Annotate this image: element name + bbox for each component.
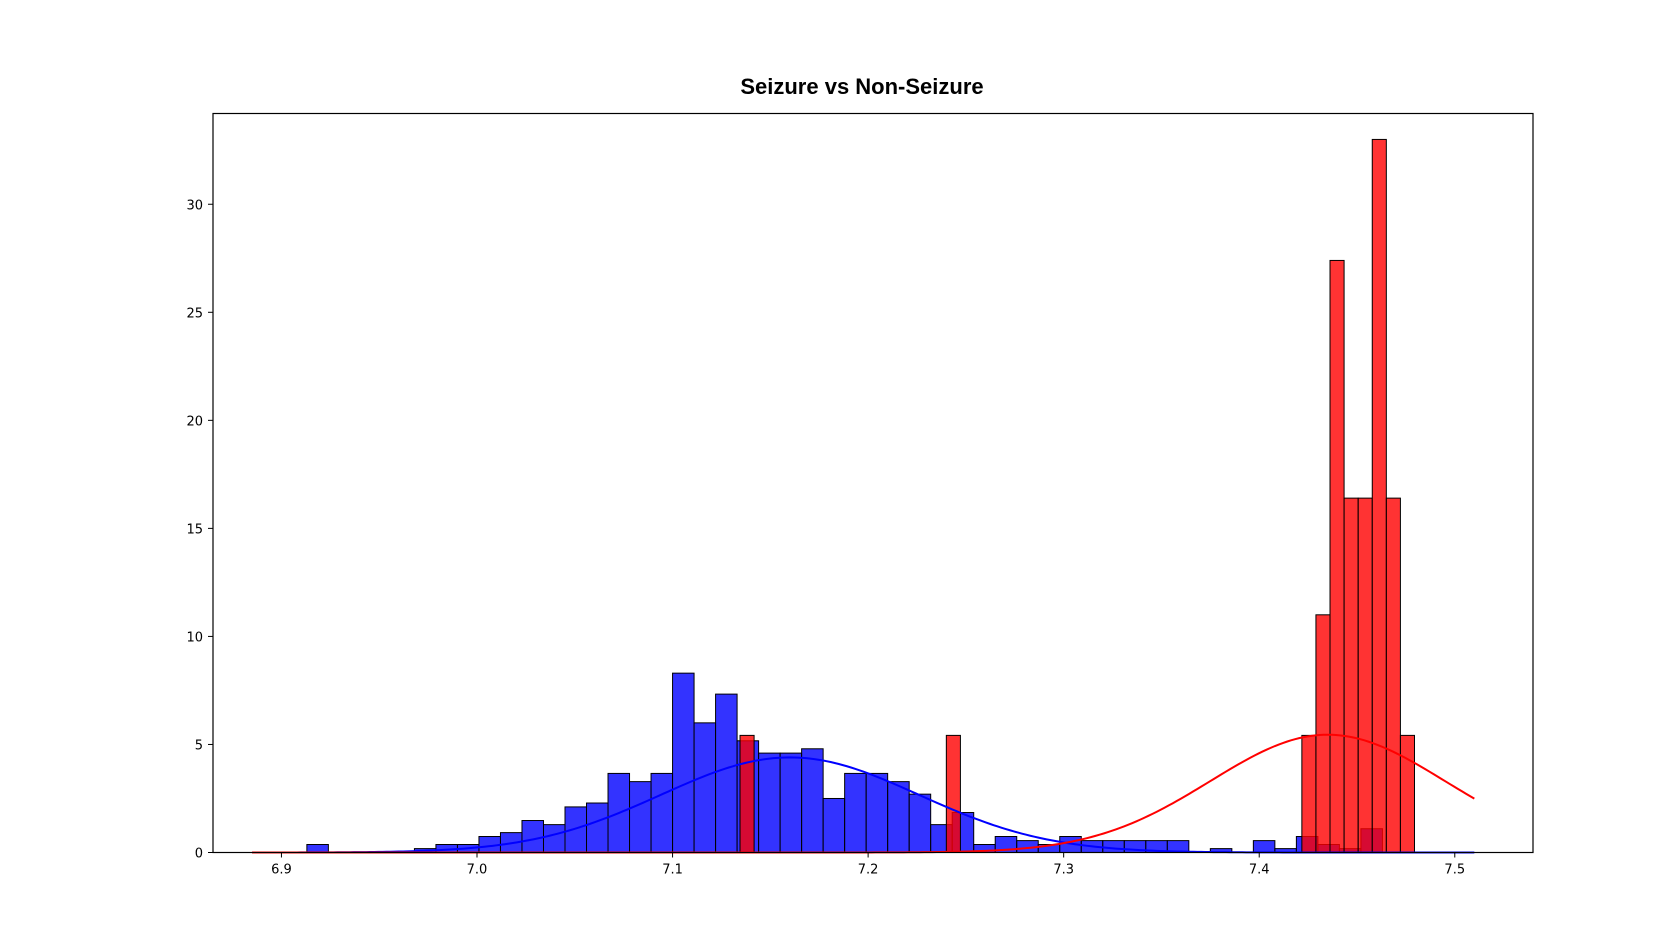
histogram-bar <box>1399 734 1415 853</box>
histogram-bar <box>908 793 932 854</box>
histogram-bar <box>693 722 717 854</box>
y-tick-label: 5 <box>195 738 203 753</box>
histogram-bar <box>1385 497 1401 853</box>
chart-title: Seizure vs Non-Seizure <box>740 74 983 99</box>
x-tick-label: 7.1 <box>662 863 683 878</box>
bars-layer <box>306 138 1415 854</box>
histogram-bar <box>672 672 695 853</box>
histogram-bar <box>739 734 755 853</box>
histogram-bar <box>779 752 803 854</box>
x-tick-label: 7.4 <box>1249 863 1270 878</box>
histogram-bar <box>715 693 738 854</box>
x-tick-label: 7.0 <box>467 863 488 878</box>
x-tick-label: 6.9 <box>271 863 292 878</box>
histogram-bar <box>822 797 846 854</box>
y-tick-label: 0 <box>195 847 203 862</box>
histogram-bar <box>1315 614 1331 853</box>
histogram-bar <box>629 781 652 853</box>
y-tick-label: 30 <box>186 198 203 213</box>
y-tick-label: 15 <box>186 522 203 537</box>
histogram-bar <box>650 772 674 854</box>
histogram-bar <box>1252 840 1276 853</box>
histogram-bar <box>865 772 889 854</box>
histogram-bar <box>758 752 781 854</box>
y-axis: 0 5 10 15 20 25 30 <box>186 198 213 862</box>
histogram-bar <box>542 824 566 853</box>
y-tick-label: 10 <box>186 630 203 645</box>
histogram-bar <box>306 844 329 853</box>
histogram-bar <box>1329 259 1345 853</box>
y-tick-label: 25 <box>186 306 203 321</box>
histogram-bar <box>586 802 609 854</box>
histogram-bar <box>801 748 824 853</box>
histogram-bar <box>844 772 867 854</box>
histogram-bar <box>887 781 910 853</box>
plot-frame <box>212 112 1534 854</box>
histogram-bar <box>945 734 961 853</box>
x-tick-label: 7.2 <box>858 863 879 878</box>
x-tick-label: 7.3 <box>1053 863 1074 878</box>
x-tick-label: 7.5 <box>1444 863 1465 878</box>
histogram-bar <box>521 820 544 854</box>
histogram-bar <box>1102 840 1125 853</box>
y-tick-label: 20 <box>186 414 203 429</box>
histogram-bar <box>1343 497 1359 853</box>
x-axis: 6.9 7.0 7.1 7.2 7.3 7.4 7.5 <box>271 852 1465 878</box>
histogram-bar <box>1357 497 1373 853</box>
histogram-bar <box>1301 734 1317 853</box>
